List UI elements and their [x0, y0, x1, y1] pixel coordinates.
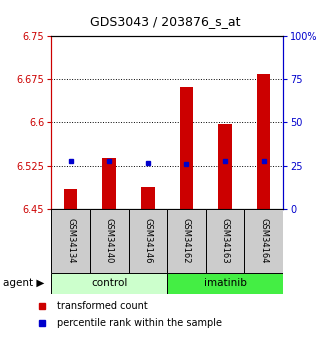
Text: transformed count: transformed count: [57, 301, 148, 311]
Text: control: control: [91, 278, 127, 288]
Bar: [180, 87, 193, 209]
Bar: [167, 209, 206, 273]
Text: percentile rank within the sample: percentile rank within the sample: [57, 318, 222, 328]
Text: imatinib: imatinib: [204, 278, 247, 288]
Text: GSM34140: GSM34140: [105, 218, 114, 263]
Text: GSM34164: GSM34164: [259, 218, 268, 263]
Text: GSM34163: GSM34163: [220, 218, 230, 264]
Bar: [141, 187, 155, 209]
Bar: [51, 209, 90, 273]
Bar: [64, 189, 77, 209]
Bar: [218, 124, 232, 209]
Bar: [90, 209, 128, 273]
Bar: [128, 209, 167, 273]
Bar: [257, 73, 270, 209]
Bar: [167, 273, 283, 294]
Bar: [206, 209, 244, 273]
Text: agent ▶: agent ▶: [3, 278, 45, 288]
Bar: [51, 273, 167, 294]
Bar: [103, 158, 116, 209]
Text: GSM34146: GSM34146: [143, 218, 152, 263]
Bar: [244, 209, 283, 273]
Text: GSM34162: GSM34162: [182, 218, 191, 263]
Text: GDS3043 / 203876_s_at: GDS3043 / 203876_s_at: [90, 16, 241, 29]
Text: GSM34134: GSM34134: [66, 218, 75, 263]
